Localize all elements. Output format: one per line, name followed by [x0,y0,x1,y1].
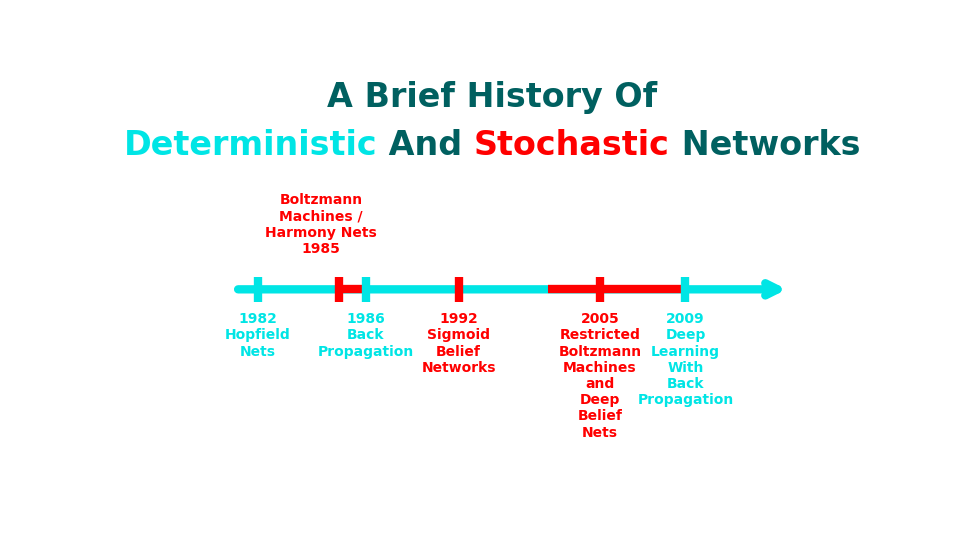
Text: 1986
Back
Propagation: 1986 Back Propagation [318,312,414,359]
Text: Stochastic: Stochastic [474,129,670,162]
Text: 1982
Hopfield
Nets: 1982 Hopfield Nets [225,312,291,359]
Text: 2005
Restricted
Boltzmann
Machines
and
Deep
Belief
Nets: 2005 Restricted Boltzmann Machines and D… [559,312,641,440]
Text: 1992
Sigmoid
Belief
Networks: 1992 Sigmoid Belief Networks [421,312,495,375]
Text: Networks: Networks [670,129,860,162]
Text: Deterministic: Deterministic [124,129,377,162]
Text: And: And [377,129,474,162]
Text: 2009
Deep
Learning
With
Back
Propagation: 2009 Deep Learning With Back Propagation [637,312,733,407]
Text: Boltzmann
Machines /
Harmony Nets
1985: Boltzmann Machines / Harmony Nets 1985 [265,193,376,256]
Text: A Brief History Of: A Brief History Of [327,82,657,114]
